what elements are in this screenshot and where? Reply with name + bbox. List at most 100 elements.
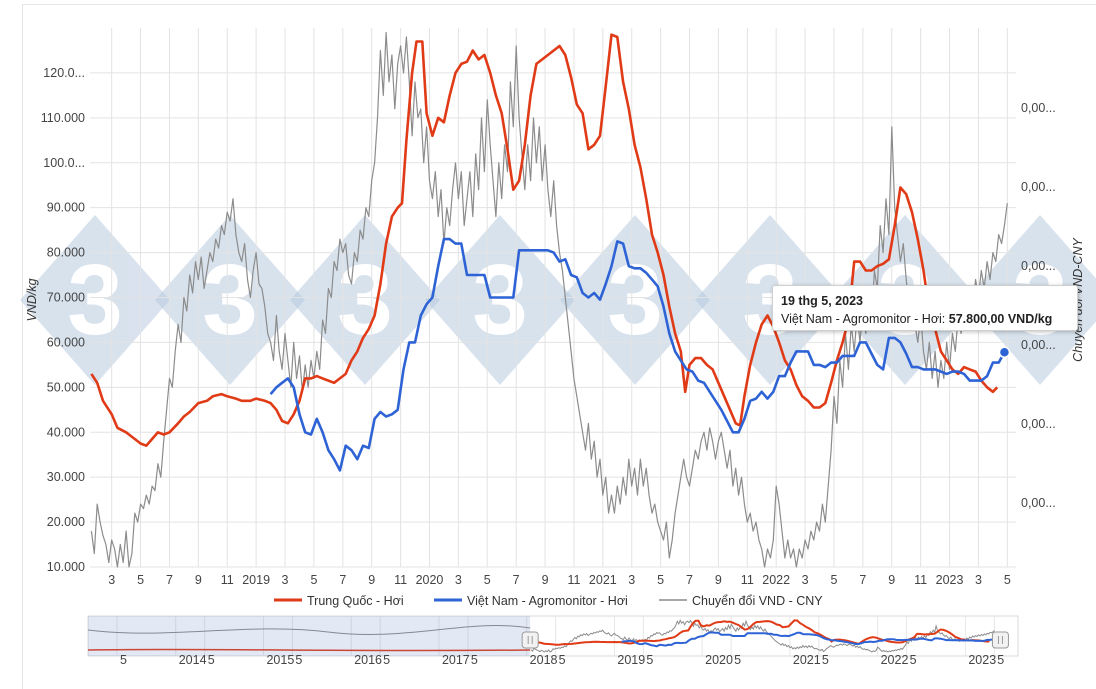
navigator-tick-label: 2022 (881, 653, 909, 667)
y-tick-label: 50.000 (47, 380, 85, 394)
x-tick-label: 11 (567, 573, 580, 587)
x-tick-label: 7 (166, 573, 173, 587)
legend-item-cny[interactable]: Chuyển đổi VND - CNY (659, 594, 823, 608)
tooltip-date: 19 thg 5, 2023 (781, 294, 863, 308)
navigator-tick-label: 2018 (530, 653, 558, 667)
y-tick-label: 80.000 (47, 246, 85, 260)
navigator-tick-label: 2023 (968, 653, 996, 667)
navigator-tick-label: 5 (208, 653, 215, 667)
navigator-tick-label: 2014 (179, 653, 207, 667)
navigator-tick-label: 2015 (266, 653, 294, 667)
legend-item-vietnam[interactable]: Việt Nam - Agromonitor - Hơi (434, 594, 628, 608)
navigator-tick-label: 5 (910, 653, 917, 667)
x-tick-label: 5 (484, 573, 491, 587)
x-tick-label: 9 (888, 573, 895, 587)
x-tick-label: 2023 (936, 573, 964, 587)
x-tick-label: 3 (455, 573, 462, 587)
x-tick-label: 3 (628, 573, 635, 587)
navigator[interactable]: 5 2014 5 2015 5 2016 5 2017 5 2018 5 2019 5 2020 5 2021… (87, 615, 1019, 667)
y-axis-label: VND/kg (25, 278, 39, 321)
y2-tick-label: 0,00... (1021, 101, 1056, 115)
navigator-tick-label: 5 (997, 653, 1004, 667)
x-tick-label: 7 (686, 573, 693, 587)
navigator-tick-label: 5 (822, 653, 829, 667)
x-tick-label: 5 (657, 573, 664, 587)
navigator-tick-label: 2019 (617, 653, 645, 667)
series-line-1[interactable] (269, 237, 1006, 472)
x-tick-label: 5 (1004, 573, 1011, 587)
x-tick-label: 11 (394, 573, 407, 587)
navigator-tick-label: 5 (471, 653, 478, 667)
watermark-tile: 3 (290, 215, 440, 385)
y-tick-label: 90.000 (47, 201, 85, 215)
series-line-2[interactable] (90, 31, 1008, 568)
x-axis-ticks: 3 5 7 9 11 2019 3 5 7 9 11 2020 3 5 7 9 11 2021 3 5 7 9 11 2022… (108, 573, 1011, 587)
y-axis-ticks: 10.000 20.000 30.000 40.000 50.000 60.000 70.0… (41, 66, 85, 574)
x-tick-label: 7 (513, 573, 520, 587)
x-tick-label: 11 (741, 573, 754, 587)
legend-label-cny: Chuyển đổi VND - CNY (692, 594, 823, 608)
navigator-tick-label: 5 (646, 653, 653, 667)
y2-tick-label: 0,00... (1021, 496, 1056, 510)
svg-text:3: 3 (472, 244, 528, 356)
x-tick-label: 11 (221, 573, 234, 587)
legend-item-china[interactable]: Trung Quốc - Hơi (274, 594, 404, 608)
chart-frame (22, 4, 1096, 689)
y2-tick-label: 0,00... (1021, 180, 1056, 194)
legend-label-china: Trung Quốc - Hơi (307, 594, 404, 608)
x-tick-label: 7 (339, 573, 346, 587)
y-tick-label: 110.000 (41, 111, 85, 125)
navigator-tick-label: 5 (295, 653, 302, 667)
watermark-tile: 3 (560, 215, 710, 385)
y-tick-label: 20.000 (47, 515, 85, 529)
legend-label-vietnam: Việt Nam - Agromonitor - Hơi (467, 594, 628, 608)
x-tick-label: 9 (368, 573, 375, 587)
x-tick-label: 2019 (242, 573, 270, 587)
x-tick-label: 5 (137, 573, 144, 587)
navigator-handle-right[interactable] (991, 631, 1009, 649)
navigator-tick-label: 2017 (442, 653, 470, 667)
y2-axis-ticks: 0,00... 0,00... 0,00... 0,00... 0,00... 0,00.… (1021, 101, 1056, 510)
tooltip-row: Việt Nam - Agromonitor - Hơi: 57.800,00 … (781, 310, 1069, 328)
navigator-tick-label: 2016 (354, 653, 382, 667)
legend[interactable]: Trung Quốc - Hơi Việt Nam - Agromonitor … (274, 594, 823, 608)
tooltip-series-label: Việt Nam - Agromonitor - Hơi: (781, 312, 949, 326)
navigator-tick-label: 2021 (793, 653, 821, 667)
x-tick-label: 7 (859, 573, 866, 587)
x-tick-label: 3 (975, 573, 982, 587)
x-tick-label: 9 (195, 573, 202, 587)
x-tick-label: 2021 (589, 573, 617, 587)
y-tick-label: 100.0... (43, 156, 85, 170)
x-tick-label: 3 (802, 573, 809, 587)
navigator-tick-label: 5 (383, 653, 390, 667)
x-tick-label: 3 (108, 573, 115, 587)
svg-text:3: 3 (202, 244, 258, 356)
x-tick-label: 2020 (416, 573, 444, 587)
tooltip: 19 thg 5, 2023 Việt Nam - Agromonitor - … (772, 285, 1078, 331)
y-tick-label: 120.0... (43, 66, 85, 80)
x-tick-label: 11 (914, 573, 927, 587)
navigator-tick-label: 5 (120, 653, 127, 667)
watermark-tile: 3 (20, 215, 170, 385)
x-tick-label: 9 (542, 573, 549, 587)
y-tick-label: 30.000 (47, 470, 85, 484)
x-tick-label: 9 (715, 573, 722, 587)
hover-point (998, 346, 1011, 359)
svg-text:3: 3 (607, 244, 663, 356)
navigator-tick-label: 5 (559, 653, 566, 667)
y-tick-label: 40.000 (47, 425, 85, 439)
navigator-handle-left[interactable] (521, 631, 539, 649)
tooltip-value: 57.800,00 VND/kg (948, 312, 1053, 326)
navigator-tick-label: 2020 (705, 653, 733, 667)
tooltip-point-marker (998, 346, 1011, 359)
y-tick-label: 60.000 (47, 335, 85, 349)
navigator-mask (88, 616, 531, 656)
svg-text:3: 3 (67, 244, 123, 356)
navigator-series-0 (530, 619, 990, 646)
navigator-series-1 (621, 631, 994, 648)
y-tick-label: 10.000 (47, 560, 85, 574)
x-tick-label: 5 (310, 573, 317, 587)
y-tick-label: 70.000 (47, 291, 85, 305)
y2-tick-label: 0,00... (1021, 259, 1056, 273)
